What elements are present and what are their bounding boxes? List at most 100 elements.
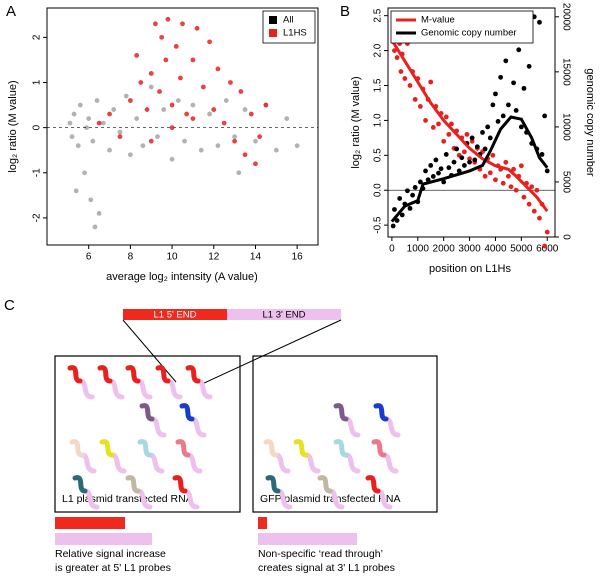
point bbox=[529, 184, 535, 190]
point bbox=[474, 144, 480, 150]
point bbox=[228, 80, 233, 85]
point bbox=[464, 131, 470, 137]
point bbox=[84, 125, 90, 131]
point bbox=[394, 218, 400, 223]
rna-head bbox=[185, 365, 201, 384]
note: Non-specific ‘read through’ bbox=[258, 548, 383, 560]
rna-tail bbox=[147, 452, 165, 474]
point bbox=[402, 76, 408, 81]
point bbox=[392, 48, 397, 53]
y-axis-title: log₂ ratio (M value) bbox=[7, 80, 19, 172]
rna-head bbox=[371, 439, 387, 458]
point bbox=[215, 66, 221, 72]
rna-tail bbox=[343, 416, 361, 438]
legend-label: L1HS bbox=[283, 28, 307, 39]
legend-box bbox=[390, 10, 534, 44]
rna-head bbox=[172, 475, 188, 494]
y2-axis-title: genomic copy number bbox=[584, 68, 596, 177]
point bbox=[469, 135, 475, 141]
point bbox=[467, 156, 472, 162]
point bbox=[511, 80, 516, 86]
plot-frame bbox=[387, 7, 556, 238]
point bbox=[96, 211, 102, 216]
legend-label: M-value bbox=[421, 15, 455, 26]
x-axis-title: average log₂ intensity (A value) bbox=[106, 271, 258, 283]
point bbox=[493, 177, 498, 183]
point bbox=[503, 58, 509, 64]
point bbox=[516, 47, 522, 53]
plot-frame bbox=[46, 7, 319, 246]
rna-head bbox=[265, 475, 281, 494]
x-tick-label: 8 bbox=[128, 252, 134, 263]
point bbox=[412, 185, 418, 190]
point bbox=[211, 107, 217, 112]
point bbox=[526, 63, 532, 69]
point bbox=[537, 215, 542, 221]
point bbox=[184, 111, 190, 117]
rna-head bbox=[125, 475, 141, 494]
point bbox=[82, 170, 87, 176]
y-tick-label: 1.0 bbox=[373, 113, 384, 127]
point bbox=[498, 74, 504, 80]
trend-line bbox=[390, 39, 549, 213]
y-tick-label: 1 bbox=[32, 79, 43, 85]
point bbox=[461, 163, 467, 168]
x-tick-label: 1000 bbox=[407, 244, 430, 255]
rna-tail bbox=[79, 452, 97, 474]
point bbox=[461, 149, 467, 155]
point bbox=[490, 152, 496, 158]
rna-head bbox=[97, 365, 113, 384]
point bbox=[190, 116, 196, 121]
point bbox=[242, 152, 248, 158]
point bbox=[155, 134, 160, 140]
panel-label: A bbox=[6, 3, 16, 20]
panel-label: C bbox=[4, 297, 15, 314]
point bbox=[441, 138, 447, 144]
point bbox=[521, 85, 527, 91]
rna-tail bbox=[135, 378, 153, 400]
rna-head bbox=[333, 403, 349, 422]
point bbox=[428, 79, 434, 85]
rna-tail bbox=[185, 452, 203, 474]
point bbox=[161, 107, 167, 112]
point bbox=[398, 69, 404, 74]
rna-tail bbox=[77, 378, 95, 400]
point bbox=[138, 80, 144, 85]
rna-head bbox=[139, 403, 155, 422]
y-tick-label: -2 bbox=[32, 213, 43, 222]
zoom-line bbox=[122, 319, 177, 383]
x-tick-label: 0 bbox=[389, 244, 395, 255]
note: is greater at 5' L1 probes bbox=[55, 562, 171, 574]
point bbox=[544, 168, 550, 174]
box-caption: GFP plasmid transfected RNA bbox=[260, 493, 400, 505]
legend-swatch bbox=[269, 16, 277, 24]
point bbox=[451, 159, 457, 165]
y2-tick-label: 0 bbox=[560, 234, 571, 240]
point bbox=[144, 107, 150, 112]
point bbox=[505, 173, 511, 179]
point bbox=[417, 179, 423, 185]
y2-tick-label: 5000 bbox=[560, 171, 571, 194]
point bbox=[92, 224, 98, 230]
point bbox=[107, 147, 112, 153]
point bbox=[148, 84, 154, 90]
point bbox=[94, 98, 100, 103]
rna-tail bbox=[165, 378, 183, 400]
box-caption: L1 plasmid transfected RNA bbox=[62, 493, 193, 505]
rna-tail bbox=[109, 452, 127, 474]
point bbox=[443, 114, 449, 120]
x-tick-label: 5000 bbox=[510, 244, 533, 255]
point bbox=[134, 116, 140, 121]
point bbox=[446, 165, 452, 171]
signal-bar bbox=[258, 533, 357, 545]
rna-head bbox=[137, 439, 153, 458]
point bbox=[454, 146, 460, 152]
point bbox=[503, 159, 509, 165]
point bbox=[215, 143, 221, 149]
point bbox=[513, 187, 519, 193]
rna-tail bbox=[381, 452, 399, 474]
y-tick-label: -1 bbox=[32, 168, 43, 177]
point bbox=[207, 39, 213, 45]
point bbox=[180, 21, 185, 27]
